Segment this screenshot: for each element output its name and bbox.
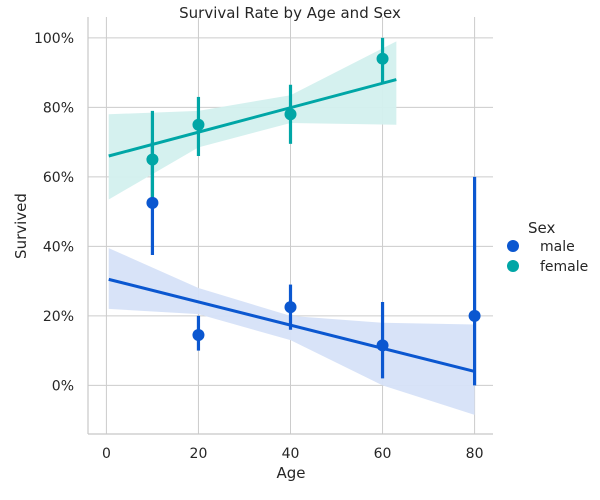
x-tick-label: 0 <box>102 446 111 462</box>
x-tick-label: 40 <box>282 446 300 462</box>
y-tick-label: 40% <box>43 239 74 255</box>
y-tick-label: 60% <box>43 170 74 186</box>
y-tick-label: 0% <box>52 378 74 394</box>
y-tick-label: 100% <box>34 31 74 47</box>
male-data-point <box>376 339 389 352</box>
data-points <box>146 52 481 352</box>
axes: 0 20 40 60 80 0% 20% 40% 60% 80% 100% <box>34 17 493 462</box>
legend-label-female: female <box>540 259 588 275</box>
legend: Sex male female <box>507 219 588 275</box>
y-tick-label: 80% <box>43 100 74 116</box>
female-data-point <box>146 153 159 166</box>
female-data-point <box>192 118 205 131</box>
y-axis-label: Survived <box>12 193 30 259</box>
x-axis-label: Age <box>276 464 305 482</box>
female-confidence-band <box>108 41 397 200</box>
x-tick-label: 60 <box>374 446 392 462</box>
male-data-point <box>284 301 297 314</box>
legend-marker-female <box>507 260 519 272</box>
legend-title: Sex <box>528 219 555 237</box>
chart-title: Survival Rate by Age and Sex <box>179 4 401 22</box>
y-tick-label: 20% <box>43 309 74 325</box>
female-data-point <box>284 108 297 121</box>
legend-label-male: male <box>540 239 575 255</box>
legend-marker-male <box>507 240 519 252</box>
male-data-point <box>146 196 159 209</box>
female-data-point <box>376 52 389 65</box>
male-data-point <box>192 328 205 341</box>
female-regression-line <box>108 78 397 158</box>
x-tick-label: 20 <box>190 446 208 462</box>
male-data-point <box>468 309 481 322</box>
x-tick-label: 80 <box>466 446 484 462</box>
male-confidence-band <box>108 248 475 415</box>
